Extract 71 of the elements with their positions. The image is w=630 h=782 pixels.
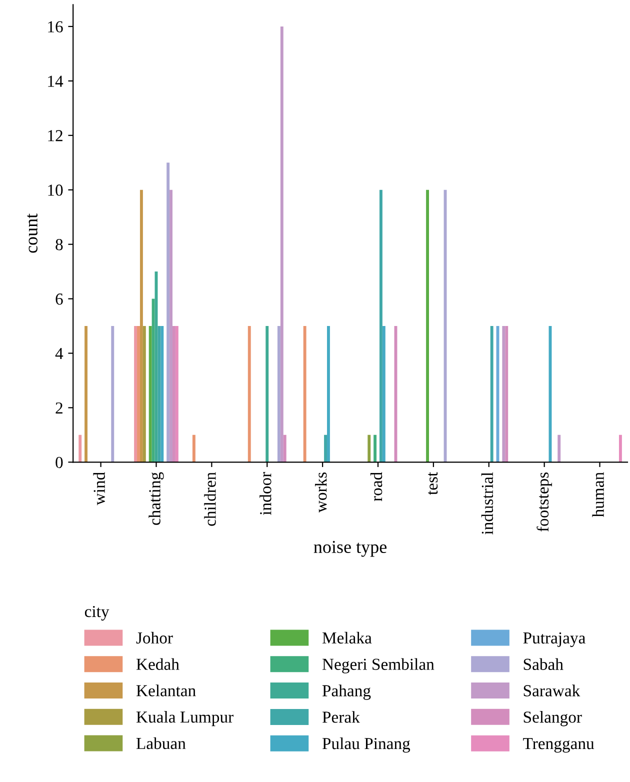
y-axis-title: count — [27, 213, 38, 253]
x-axis-title: noise type — [314, 540, 387, 557]
bar — [368, 434, 371, 462]
y-tick-label: 0 — [56, 456, 63, 468]
x-tick-label: road — [370, 472, 382, 502]
x-tick-label: chatting — [148, 472, 164, 525]
bar — [140, 190, 143, 462]
bar — [382, 326, 386, 462]
bar — [175, 326, 178, 462]
legend-label: Putrajaya — [523, 632, 586, 647]
bar — [111, 326, 114, 462]
legend-title: city — [84, 606, 110, 621]
legend-label: Labuan — [136, 737, 186, 750]
y-tick-label: 8 — [56, 239, 63, 250]
bar — [490, 326, 494, 462]
bar — [618, 434, 622, 462]
bar — [192, 434, 196, 462]
bar — [142, 326, 146, 462]
bar — [379, 190, 382, 462]
bar — [172, 326, 176, 462]
legend-label: Melaka — [322, 632, 372, 644]
bar — [152, 298, 155, 462]
bar — [324, 434, 327, 462]
legend-label: Kedah — [136, 658, 180, 670]
x-tick-label: wind — [93, 472, 105, 506]
bar — [160, 326, 164, 462]
y-tick-label: 2 — [56, 402, 62, 414]
y-tick-label: 16 — [48, 21, 63, 32]
bar — [283, 434, 286, 462]
x-tick-label: test — [428, 472, 438, 495]
legend-label: Sarawak — [524, 684, 580, 696]
y-tick-label: 12 — [48, 130, 62, 142]
y-tick-label: 4 — [55, 348, 64, 360]
bar — [426, 190, 430, 462]
bar — [277, 326, 280, 462]
legend-label: Trengganu — [523, 738, 594, 753]
legend-label: Selangor — [524, 711, 582, 726]
bar — [266, 326, 269, 462]
bar — [166, 162, 170, 462]
legend-label: Negeri Sembilan — [322, 658, 434, 674]
x-tick-label: indoor — [260, 472, 272, 516]
bar — [558, 434, 561, 462]
bar — [158, 326, 161, 462]
bar — [78, 434, 82, 462]
bar — [84, 326, 88, 462]
bar — [502, 326, 506, 462]
x-tick-label: footsteps — [536, 472, 552, 532]
bar — [505, 326, 508, 462]
legend-label: Perak — [322, 711, 360, 723]
legend-label: Johor — [136, 632, 173, 644]
legend-label: Kuala Lumpur — [136, 710, 234, 726]
x-tick-label: industrial — [481, 472, 494, 534]
y-tick-label: 14 — [48, 76, 64, 87]
bar — [134, 326, 138, 462]
bar — [170, 190, 172, 462]
bar — [248, 326, 251, 462]
bar — [148, 326, 152, 462]
legend-label: Pulau Pinang — [322, 737, 410, 753]
legend-label: Sabah — [524, 658, 564, 670]
y-tick-label: 6 — [56, 294, 63, 305]
x-tick-label: children — [204, 472, 216, 526]
bar — [280, 26, 284, 462]
bar — [326, 326, 330, 462]
x-tick-label: human — [592, 472, 604, 518]
x-tick-label: works — [315, 472, 327, 513]
bar — [374, 434, 377, 462]
bar — [303, 326, 306, 462]
bar — [137, 326, 140, 462]
y-tick-label: 10 — [48, 184, 63, 196]
legend-label: Pahang — [322, 684, 371, 700]
legend-label: Kelantan — [136, 684, 196, 696]
